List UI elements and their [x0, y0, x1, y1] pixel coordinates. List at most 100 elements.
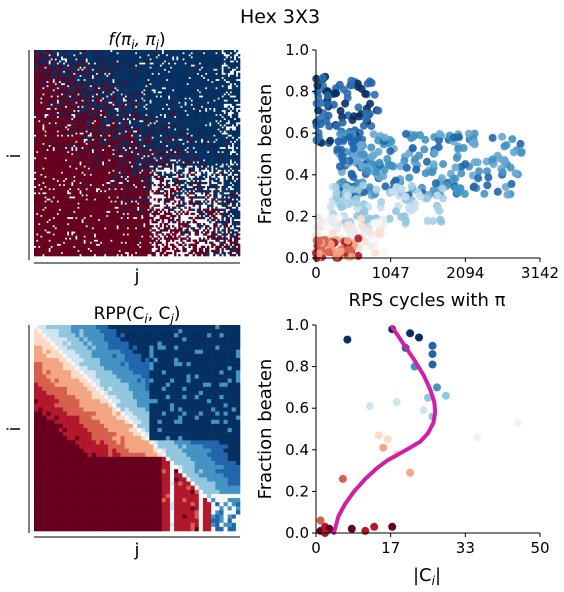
- heatmap-f-cell: [165, 76, 169, 80]
- heatmap-f-cell: [186, 60, 189, 63]
- heatmap-f-cell: [147, 70, 150, 73]
- heatmap-f-cell: [149, 87, 152, 90]
- heatmap-f-cell: [120, 161, 123, 164]
- heatmap-f-cell: [81, 103, 84, 106]
- heatmap-f-cell: [223, 70, 226, 73]
- heatmap-f-cell: [204, 132, 208, 135]
- heatmap-f-cell: [196, 101, 200, 104]
- heatmap-f-cell: [60, 70, 64, 73]
- heatmap-f-cell: [207, 126, 210, 129]
- heatmap-f-cell: [99, 101, 103, 104]
- heatmap-f-cell: [44, 68, 47, 71]
- heatmap-f-cell: [126, 70, 130, 73]
- heatmap-f-cell: [73, 103, 76, 106]
- heatmap-f-cell: [64, 50, 68, 53]
- heatmap-f-cell: [48, 155, 51, 158]
- heatmap-f-cell: [54, 146, 57, 150]
- heatmap-f-cell: [188, 89, 191, 92]
- heatmap-f-cell: [192, 72, 195, 76]
- heatmap-f-cell: [163, 122, 167, 125]
- heatmap-f-cell: [235, 87, 239, 90]
- heatmap-f-cell: [153, 120, 156, 123]
- heatmap-f-cell: [122, 126, 125, 129]
- heatmap-f-cell: [147, 95, 150, 98]
- heatmap-f-cell: [176, 134, 179, 137]
- heatmap-f-cell: [180, 153, 183, 156]
- heatmap-f-cell: [46, 105, 49, 108]
- heatmap-f-cell: [151, 148, 154, 152]
- heatmap-f-cell: [172, 78, 175, 82]
- heatmap-f-cell: [89, 144, 92, 148]
- heatmap-f-cell: [124, 117, 127, 121]
- heatmap-f-cell: [184, 68, 187, 71]
- heatmap-f-cell: [176, 113, 179, 117]
- heatmap-f-cell: [116, 146, 119, 150]
- heatmap-f-cell: [200, 126, 204, 129]
- heatmap-f-cell: [231, 76, 235, 80]
- heatmap-f-cell: [104, 159, 107, 162]
- heatmap-f-cell: [71, 87, 74, 90]
- heatmap-f-cell: [50, 97, 53, 100]
- heatmap-f-cell: [36, 85, 39, 88]
- heatmap-f-cell: [172, 52, 175, 55]
- heatmap-f-cell: [101, 78, 105, 82]
- heatmap-f-cell: [71, 52, 74, 55]
- heatmap-f-cell: [227, 50, 230, 53]
- heatmap-f-cell: [69, 52, 72, 55]
- heatmap-f-cell: [192, 138, 195, 141]
- heatmap-f-cell: [132, 72, 136, 76]
- heatmap-f-cell: [151, 138, 154, 141]
- heatmap-f-cell: [34, 56, 37, 59]
- heatmap-f-cell: [46, 74, 49, 78]
- heatmap-f-cell: [108, 105, 111, 108]
- heatmap-f-cell: [167, 159, 171, 162]
- heatmap-f-cell: [44, 117, 47, 121]
- heatmap-f-cell: [157, 85, 160, 88]
- heatmap-f-cell: [178, 85, 181, 88]
- heatmap-f-cell: [99, 76, 103, 80]
- heatmap-f-cell: [225, 120, 228, 123]
- heatmap-f-cell: [118, 120, 121, 123]
- heatmap-f-cell: [40, 58, 43, 61]
- heatmap-f-cell: [54, 148, 57, 152]
- heatmap-f-cell: [97, 142, 101, 146]
- heatmap-f-cell: [141, 68, 144, 71]
- heatmap-f-cell: [145, 70, 148, 73]
- heatmap-f-cell: [104, 76, 107, 80]
- heatmap-f-cell: [52, 157, 55, 160]
- heatmap-f-cell: [188, 111, 191, 115]
- heatmap-f-cell: [50, 120, 53, 123]
- heatmap-f-cell: [217, 153, 220, 156]
- heatmap-f-cell: [182, 144, 185, 148]
- heatmap-f-cell: [71, 109, 74, 113]
- heatmap-f-cell: [157, 60, 160, 63]
- heatmap-f-cell: [64, 54, 68, 57]
- heatmap-f-cell: [169, 130, 173, 133]
- heatmap-f-cell: [40, 64, 43, 67]
- heatmap-f-cell: [62, 74, 66, 78]
- heatmap-f-cell: [180, 161, 183, 164]
- heatmap-f-cell: [40, 126, 43, 129]
- heatmap-f-cell: [141, 89, 144, 92]
- heatmap-f-cell: [194, 111, 198, 115]
- heatmap-f-cell: [178, 60, 181, 63]
- heatmap-f-cell: [56, 82, 60, 86]
- heatmap-f-cell: [165, 80, 169, 84]
- heatmap-f-cell: [137, 134, 140, 137]
- heatmap-f-cell: [221, 155, 224, 158]
- heatmap-f-cell: [157, 124, 160, 127]
- heatmap-f-cell: [99, 120, 103, 123]
- heatmap-f-cell: [231, 52, 235, 55]
- heatmap-f-cell: [213, 89, 216, 92]
- heatmap-f-cell: [52, 134, 55, 137]
- heatmap-f-cell: [110, 113, 113, 117]
- heatmap-f-cell: [219, 161, 222, 164]
- heatmap-f-cell: [34, 144, 37, 148]
- heatmap-f-cell: [147, 62, 150, 65]
- heatmap-f-cell: [176, 85, 179, 88]
- heatmap-f-cell: [34, 124, 37, 127]
- heatmap-f-cell: [196, 157, 200, 160]
- heatmap-f-cell: [62, 148, 66, 152]
- heatmap-f-cell: [153, 103, 156, 106]
- heatmap-f-cell: [118, 107, 121, 111]
